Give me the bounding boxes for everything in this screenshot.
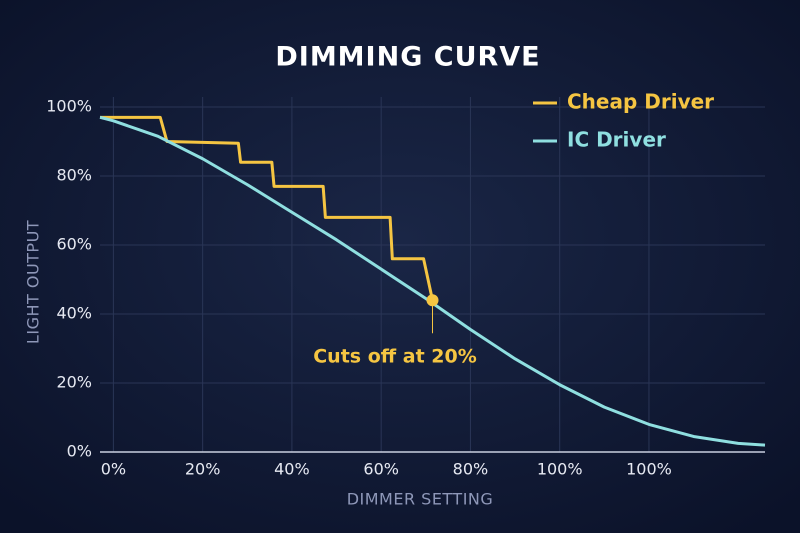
grid [100, 97, 765, 453]
y-tick-label: 80% [56, 166, 92, 185]
y-tick-label: 0% [67, 442, 92, 461]
x-tick-label: 100% [537, 460, 583, 479]
x-tick-label: 20% [185, 460, 221, 479]
y-tick-label: 20% [56, 373, 92, 392]
y-tick-label: 40% [56, 304, 92, 323]
cutoff-marker [426, 294, 439, 307]
x-tick-label: 80% [453, 460, 489, 479]
legend-label: IC Driver [567, 128, 666, 152]
legend-label: Cheap Driver [567, 90, 714, 114]
y-axis-title: LIGHT OUTPUT [24, 220, 43, 344]
x-tick-label: 40% [274, 460, 310, 479]
x-axis-title: DIMMER SETTING [347, 490, 494, 509]
series-line [99, 115, 766, 447]
annotation: Cuts off at 20% [313, 346, 477, 368]
x-tick-label: 100% [626, 460, 672, 479]
chart-title: DIMMING CURVE [275, 42, 540, 73]
plot [99, 115, 766, 447]
x-tick-label: 0% [101, 460, 126, 479]
y-tick-label: 60% [56, 235, 92, 254]
y-tick-label: 100% [46, 97, 92, 116]
x-tick-label: 60% [363, 460, 399, 479]
